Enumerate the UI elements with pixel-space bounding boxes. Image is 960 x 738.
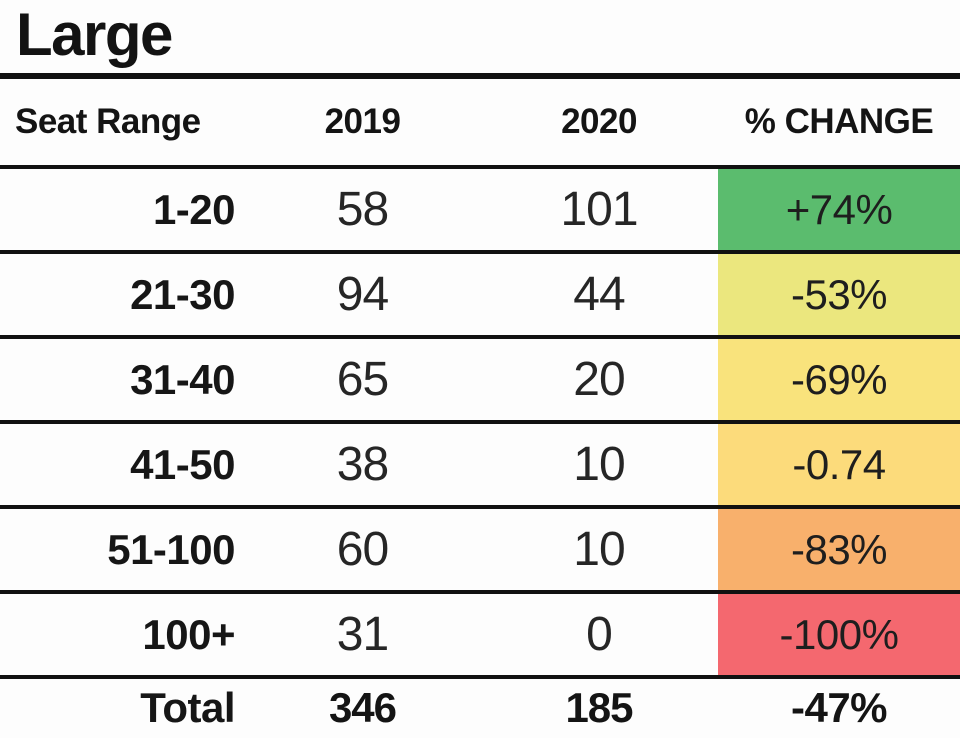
total-2019: 346 [328,684,397,731]
table-row: 21-30 94 44 -53% [0,250,960,335]
pct-change-cell: -0.74 [718,424,960,505]
value-2020: 10 [573,438,625,491]
value-2020: 10 [573,523,625,576]
table-row: 100+ 31 0 -100% [0,590,960,675]
value-2019: 38 [336,438,389,491]
column-header-2020: 2020 [561,102,637,141]
title-block: Large [0,0,960,79]
value-2020: 44 [573,268,625,321]
seat-range-value: 1-20 [152,185,236,233]
pct-change-cell: -100% [718,594,960,675]
value-2019: 94 [336,268,389,321]
column-header-seat-range: Seat Range [15,102,201,141]
seat-range-value: 21-30 [130,270,235,318]
seat-range-value: 100+ [142,610,235,658]
value-2020: 0 [586,608,613,661]
value-2019: 31 [336,608,389,661]
total-2020: 185 [565,684,633,731]
table-row: 31-40 65 20 -69% [0,335,960,420]
seat-range-value: 31-40 [130,355,235,403]
table-total-row: Total 346 185 -47% [0,675,960,737]
seat-range-value: 41-50 [130,440,235,488]
seat-range-value: 51-100 [107,525,235,573]
pct-change-cell: -83% [718,509,960,590]
table-header-row: Seat Range 2019 2020 % CHANGE [0,79,960,165]
total-label: Total [140,684,235,731]
value-2020: 20 [573,353,625,406]
total-pct-change: -47% [790,684,888,731]
table-row: 51-100 60 10 -83% [0,505,960,590]
pct-change-cell: +74% [718,169,960,250]
column-header-2019: 2019 [324,102,401,141]
page-title: Large [16,1,173,68]
value-2020: 101 [560,183,638,236]
value-2019: 58 [336,183,389,236]
pct-change-cell: -53% [718,254,960,335]
table-row: 1-20 58 101 +74% [0,165,960,250]
table-row: 41-50 38 10 -0.74 [0,420,960,505]
value-2019: 65 [336,353,389,406]
column-header-pct-change: % CHANGE [744,102,934,141]
pct-change-cell: -69% [718,339,960,420]
value-2019: 60 [336,523,389,576]
